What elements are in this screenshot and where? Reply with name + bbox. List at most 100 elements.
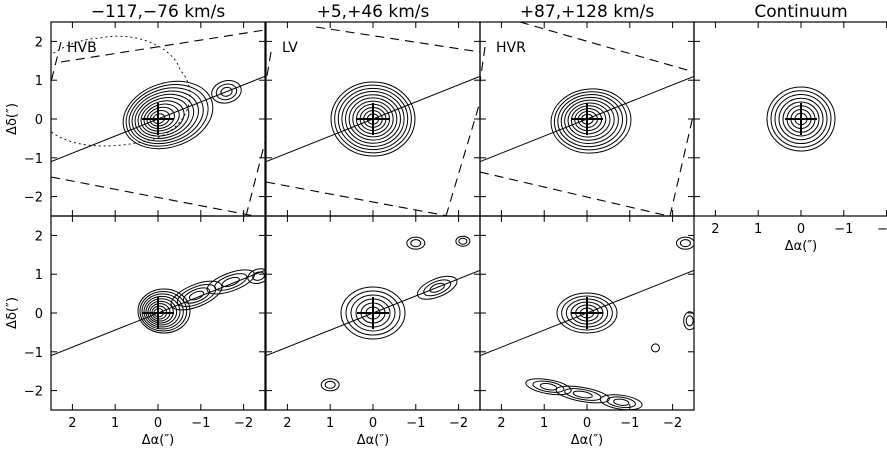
x-axis-label: Δα(″): [571, 433, 603, 448]
source-contour: [143, 295, 181, 328]
source-contour: [561, 295, 613, 331]
source-contour: [556, 292, 618, 334]
jet-knot-contour: [214, 273, 248, 291]
jet-knot-contour: [215, 83, 238, 101]
column-title-4: Continuum: [754, 2, 847, 22]
jet-knot-contour: [613, 398, 630, 406]
y-tick-label: −2: [24, 385, 43, 400]
x-tick-label: −2: [663, 416, 682, 431]
source-contour: [330, 81, 416, 157]
jet-knot-contour: [429, 282, 445, 293]
y-tick-label: 2: [35, 229, 43, 244]
x-axis-label: Δα(″): [357, 433, 389, 448]
x-tick-label: −1: [620, 416, 639, 431]
source-contour: [553, 91, 628, 151]
source-contour: [139, 290, 188, 332]
panel-tag: HVB: [67, 40, 97, 56]
dotted-contour: [51, 35, 191, 147]
x-tick-label: 0: [797, 222, 805, 237]
dashed-boundary: [60, 29, 265, 63]
jet-knot-contour: [572, 390, 593, 399]
source-contour: [140, 100, 185, 135]
x-tick-label: 2: [283, 416, 291, 431]
source-contour: [557, 94, 624, 148]
x-tick-label: 0: [369, 416, 377, 431]
panels: HVB −2 −1 0 1 2 Δδ(″) LV HVR 2 1 0 −1 −2 Δα(″) 2 1 0 −1 −2 Δ…: [5, 21, 887, 448]
y-tick-label: 1: [35, 268, 43, 283]
panel-top-hvb: HVB −2 −1 0 1 2 Δδ(″): [5, 21, 266, 217]
panel-tag: HVR: [496, 40, 526, 56]
y-tick-label: −1: [24, 152, 43, 167]
x-tick-label: 1: [540, 416, 548, 431]
jet-knot-contour: [679, 239, 691, 248]
source-contour: [350, 294, 396, 332]
dashed-boundary: [245, 141, 265, 216]
jet-knot-contour: [320, 378, 340, 392]
panel-top-continuum: 2 1 0 −1 −2 Δα(″): [693, 21, 887, 254]
source-contour: [774, 94, 828, 144]
y-tick-label: −2: [24, 191, 43, 206]
source-contour: [128, 87, 204, 145]
source-contour: [131, 90, 199, 142]
y-tick-label: 0: [35, 113, 43, 128]
source-contour: [550, 88, 632, 154]
dashed-boundary: [480, 171, 671, 216]
source-contour: [352, 100, 394, 138]
x-axis-label: Δα(″): [142, 433, 174, 448]
jet-knot-contour: [564, 388, 602, 401]
x-tick-label: 0: [583, 416, 591, 431]
dashed-boundary: [315, 26, 480, 53]
jet-knot-contour: [650, 343, 660, 353]
source-contour: [564, 99, 615, 141]
x-tick-label: −1: [406, 416, 425, 431]
source-contour: [348, 97, 398, 141]
x-tick-label: 0: [154, 416, 162, 431]
jet-knot-contour: [324, 380, 336, 389]
source-contour: [345, 94, 401, 144]
jet-knot-contour: [675, 236, 694, 250]
jet-knot-contour: [555, 385, 610, 404]
source-contour: [766, 86, 836, 152]
jet-knot-contour: [410, 239, 422, 248]
x-tick-label: 1: [111, 416, 119, 431]
jet-knot-contour: [211, 80, 242, 104]
column-title-2: +5,+46 km/s: [317, 2, 430, 22]
jet-knot-contour: [683, 311, 694, 331]
source-contour: [340, 286, 406, 340]
panel-bottom-hvb: 2 1 0 −1 −2 Δα(″) −2 −1 0 1 2 Δδ(″): [5, 215, 266, 448]
panel-bottom-hvr: 2 1 0 −1 −2 Δα(″): [479, 215, 695, 448]
dashed-boundary: [51, 176, 258, 216]
jet-knot-contour: [532, 380, 565, 393]
x-axis-label: Δα(″): [785, 239, 817, 254]
source-contour: [125, 84, 209, 147]
y-tick-label: 0: [35, 307, 43, 322]
dashed-boundary: [519, 22, 694, 73]
jet-knot-contour: [455, 235, 471, 247]
jet-knot-contour: [247, 268, 265, 284]
jet-knot-contour: [220, 86, 233, 97]
source-contour: [778, 97, 824, 141]
column-title-1: −117,−76 km/s: [91, 2, 226, 22]
source-contour: [141, 293, 184, 330]
y-tick-label: −1: [24, 346, 43, 361]
dashed-boundary: [480, 46, 486, 83]
x-tick-label: 1: [754, 222, 762, 237]
y-axis-label: Δδ(″): [5, 297, 20, 329]
source-contour: [770, 90, 832, 148]
x-tick-label: 2: [68, 416, 76, 431]
jet-knot-contour: [406, 236, 426, 250]
source-contour: [334, 84, 412, 154]
source-contour: [341, 91, 405, 147]
dashed-boundary: [51, 41, 62, 83]
source-contour: [137, 97, 190, 137]
column-title-3: +87,+128 km/s: [520, 2, 655, 22]
jet-knot-contour: [685, 315, 694, 327]
source-contour: [145, 298, 178, 326]
panel-bottom-lv: 2 1 0 −1 −2 Δα(″): [265, 215, 481, 448]
dashed-boundary: [669, 111, 694, 216]
jet-knot-contour: [416, 275, 458, 300]
jet-knot-contour: [182, 287, 211, 304]
jet-knot-contour: [458, 237, 468, 245]
source-contour: [782, 101, 820, 137]
jet-knot-contour: [606, 396, 636, 409]
